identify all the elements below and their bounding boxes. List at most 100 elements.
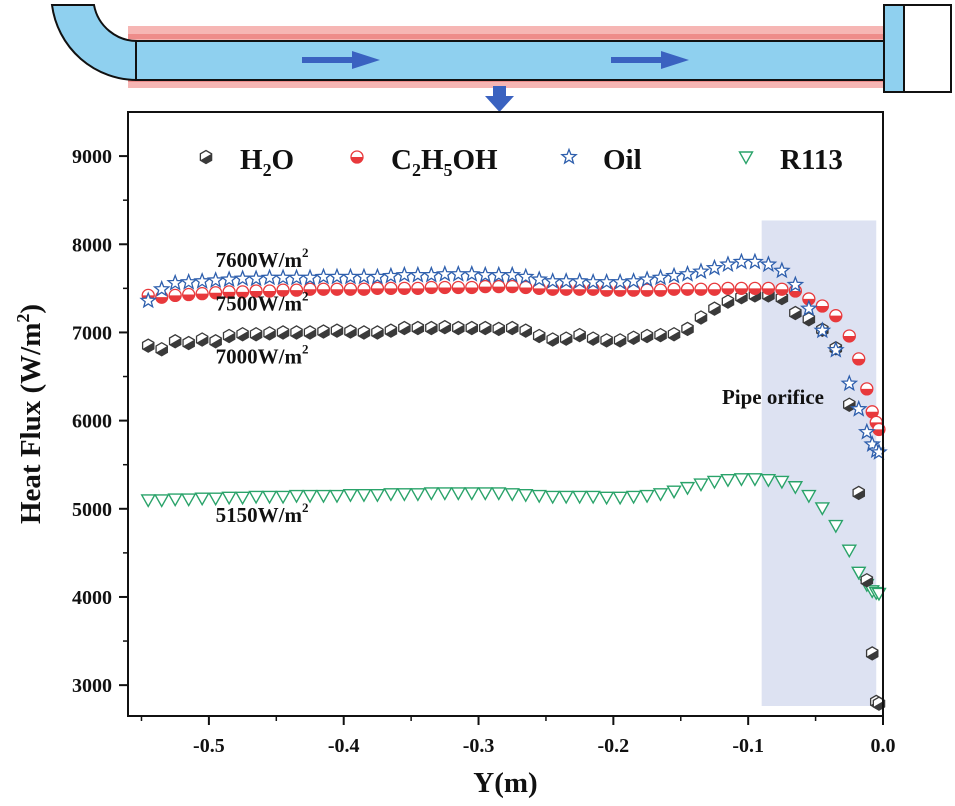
marker-outline bbox=[720, 473, 736, 488]
pipe-schematic bbox=[50, 4, 952, 112]
text-part: 2 bbox=[412, 160, 421, 180]
marker-outline bbox=[840, 374, 859, 392]
marker-fill bbox=[156, 345, 168, 356]
marker-fill bbox=[169, 338, 181, 348]
oil-point bbox=[220, 270, 238, 288]
marker-fill bbox=[425, 324, 437, 335]
oil-point bbox=[746, 252, 764, 270]
r113-point bbox=[437, 487, 453, 501]
marker-outline bbox=[571, 490, 588, 505]
marker-outline bbox=[274, 268, 292, 286]
marker-fill bbox=[398, 288, 411, 295]
marker-outline bbox=[383, 488, 399, 502]
h2o-point bbox=[681, 321, 694, 337]
r113-point bbox=[288, 489, 305, 504]
legend-marker-c2h5oh bbox=[350, 150, 364, 164]
r113-point bbox=[639, 489, 655, 504]
r113-point bbox=[342, 488, 359, 503]
h2o-point bbox=[425, 320, 438, 336]
marker-fill bbox=[873, 700, 885, 711]
r113-point bbox=[491, 487, 507, 501]
marker-outline bbox=[221, 491, 237, 506]
oil-point bbox=[341, 267, 360, 285]
marker-fill bbox=[860, 388, 873, 395]
oil-point bbox=[611, 272, 629, 290]
x-tick-label: -0.5 bbox=[193, 735, 225, 757]
r113-point bbox=[154, 494, 170, 508]
marker-outline bbox=[773, 261, 791, 279]
r113-point bbox=[851, 566, 867, 581]
marker-fill bbox=[438, 287, 451, 294]
h2o-point bbox=[546, 332, 559, 347]
marker-outline bbox=[139, 291, 158, 309]
marker-outline bbox=[560, 147, 578, 165]
marker-fill bbox=[861, 576, 873, 587]
marker-fill bbox=[722, 298, 734, 309]
marker-outline bbox=[598, 491, 615, 506]
marker-outline bbox=[329, 489, 345, 504]
x-tick-label: -0.2 bbox=[598, 735, 630, 757]
c2h5oh-point bbox=[370, 281, 385, 296]
marker-fill bbox=[479, 286, 492, 293]
marker-fill bbox=[317, 328, 330, 339]
h2o-point bbox=[236, 326, 249, 342]
c2h5oh-point bbox=[168, 288, 182, 303]
h2o-point bbox=[155, 341, 168, 357]
oil-point bbox=[409, 265, 427, 283]
y-tick-label: 3000 bbox=[72, 675, 112, 697]
marker-fill bbox=[290, 329, 303, 339]
h2o-point bbox=[411, 320, 425, 336]
marker-outline bbox=[154, 494, 170, 508]
marker-fill bbox=[533, 288, 546, 295]
h2o-point bbox=[276, 325, 290, 340]
marker-outline bbox=[193, 271, 212, 289]
text-part: 2 bbox=[302, 500, 309, 515]
pipe-end-section bbox=[883, 4, 905, 93]
marker-fill bbox=[263, 330, 276, 340]
c2h5oh-point bbox=[424, 280, 438, 295]
marker-fill bbox=[694, 289, 707, 296]
marker-outline bbox=[435, 264, 454, 282]
marker-fill bbox=[587, 335, 599, 346]
c2h5oh-point bbox=[357, 282, 371, 296]
marker-outline bbox=[248, 490, 264, 505]
r113-point bbox=[841, 544, 857, 559]
marker-fill bbox=[196, 293, 209, 300]
r113-point bbox=[774, 475, 790, 490]
text-part: 2 bbox=[302, 245, 309, 260]
legend-marker-oil bbox=[560, 147, 578, 165]
marker-outline bbox=[518, 488, 534, 503]
c2h5oh-point bbox=[653, 283, 668, 297]
r113-point bbox=[315, 489, 332, 504]
marker-fill bbox=[614, 337, 626, 347]
marker-fill bbox=[803, 315, 815, 326]
text-part: OH bbox=[452, 144, 498, 176]
marker-outline bbox=[233, 269, 252, 287]
marker-outline bbox=[857, 422, 876, 440]
marker-fill bbox=[600, 337, 613, 347]
h2o-point bbox=[195, 332, 209, 347]
marker-fill bbox=[452, 324, 464, 335]
oil-point bbox=[840, 374, 859, 392]
h2o-point bbox=[303, 325, 317, 340]
h2o-point bbox=[168, 334, 182, 349]
marker-outline bbox=[841, 544, 857, 559]
marker-fill bbox=[155, 297, 168, 304]
marker-fill bbox=[371, 288, 384, 295]
c2h5oh-point bbox=[761, 281, 776, 296]
text-part: 2 bbox=[263, 160, 272, 180]
r113-point bbox=[356, 488, 372, 503]
annotation-c2h5oh: 7500W/m2 bbox=[216, 288, 309, 315]
marker-outline bbox=[207, 492, 224, 507]
c2h5oh-point bbox=[829, 309, 843, 323]
marker-fill bbox=[721, 288, 734, 295]
oil-point bbox=[395, 265, 414, 283]
marker-outline bbox=[462, 264, 481, 282]
plot-frame bbox=[127, 111, 884, 717]
marker-outline bbox=[826, 340, 845, 358]
marker-outline bbox=[301, 268, 319, 286]
marker-outline bbox=[180, 493, 197, 508]
c2h5oh-point bbox=[640, 283, 654, 297]
marker-fill bbox=[236, 291, 249, 298]
marker-fill bbox=[317, 289, 330, 296]
